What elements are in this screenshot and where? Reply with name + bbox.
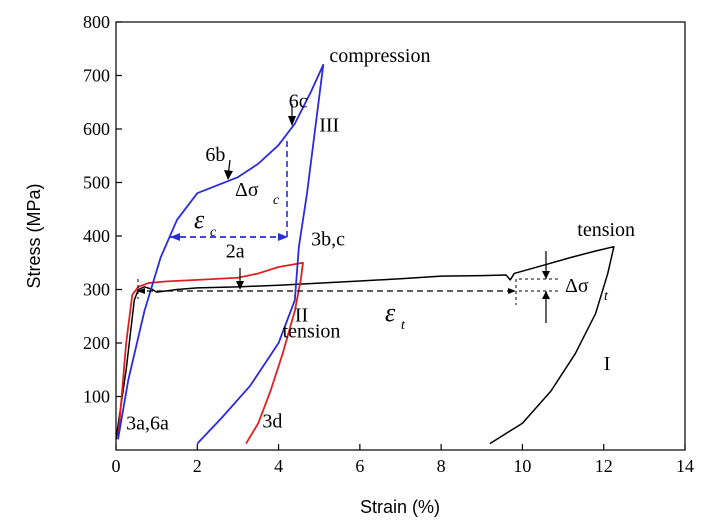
annot-3a6a: 3a,6a [126, 413, 169, 435]
annot-III: III [319, 115, 339, 137]
x-tick-label: 6 [355, 456, 364, 476]
x-axis-title: Strain (%) [360, 497, 440, 517]
annot-delta-sigma-c-sub: c [273, 193, 280, 208]
series-layer [115, 63, 615, 445]
x-tick-label: 8 [437, 456, 446, 476]
y-tick-label: 200 [83, 333, 110, 353]
annot-3d: 3d [262, 411, 282, 433]
annotations: compression 6c III 6b 3b,c 2a tension II… [126, 45, 635, 435]
epsilon-c-arrow-left [170, 233, 180, 241]
series-line-0 [115, 245, 615, 445]
annot-I: I [604, 353, 611, 375]
x-tick-label: 14 [676, 456, 694, 476]
guides [137, 104, 560, 323]
x-tick-label: 10 [513, 456, 531, 476]
annot-delta-sigma-t-sub: t [604, 289, 609, 304]
y-axis: 100 200 300 400 500 600 700 800 [83, 12, 122, 407]
y-axis-title: Stress (MPa) [24, 183, 44, 288]
annot-delta-sigma-c: Δσ [235, 179, 259, 201]
y-tick-label: 600 [83, 119, 110, 139]
annot-tension-black: tension [577, 219, 635, 241]
y-tick-label: 300 [83, 280, 110, 300]
annot-epsilon-t-sub: t [401, 318, 406, 333]
annot-epsilon-c: ε [194, 205, 205, 234]
epsilon-c-arrow-right [278, 233, 288, 241]
epsilon-t-arrow-left [137, 288, 145, 294]
y-tick-label: 400 [83, 226, 110, 246]
annot-epsilon-t: ε [385, 298, 396, 327]
series-line-2 [117, 63, 325, 445]
x-tick-label: 0 [112, 456, 121, 476]
x-axis: 0 2 4 6 8 10 12 14 [112, 444, 694, 476]
x-tick-label: 12 [595, 456, 613, 476]
annot-compression: compression [329, 45, 430, 67]
annot-6b: 6b [205, 144, 225, 166]
y-tick-label: 100 [83, 387, 110, 407]
y-tick-label: 700 [83, 66, 110, 86]
annot-6c: 6c [289, 91, 308, 113]
x-tick-label: 4 [274, 456, 283, 476]
epsilon-t-arrow-right [508, 288, 516, 294]
annot-epsilon-c-sub: c [210, 225, 217, 240]
x-tick-label: 2 [193, 456, 202, 476]
annot-delta-sigma-t: Δσ [565, 275, 589, 297]
series-line-1 [117, 261, 304, 445]
annot-tension-red: tension [283, 321, 341, 343]
annot-II: II [295, 305, 308, 327]
y-tick-label: 500 [83, 173, 110, 193]
annot-2a: 2a [226, 240, 245, 262]
y-tick-label: 800 [83, 12, 110, 32]
annot-3bc: 3b,c [311, 229, 345, 251]
